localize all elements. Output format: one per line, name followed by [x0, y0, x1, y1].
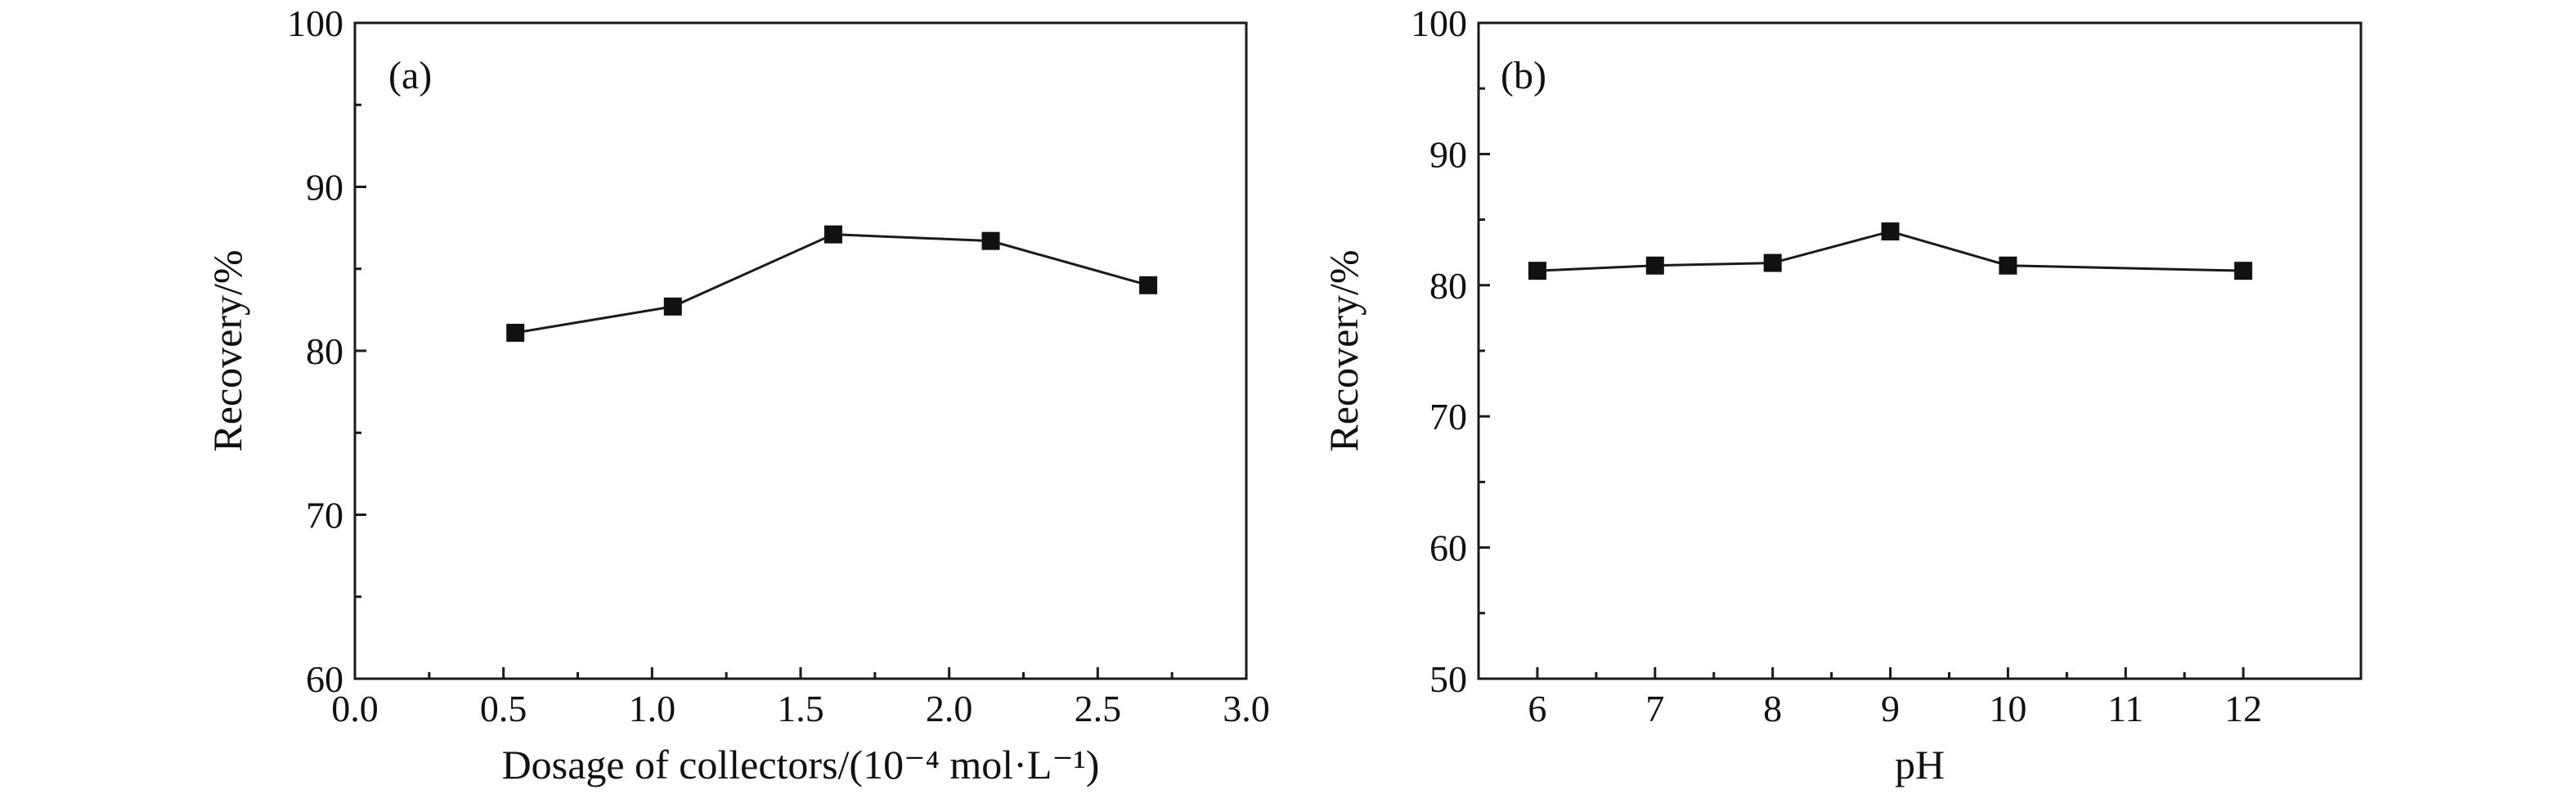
x-tick-label-b: 12: [2224, 688, 2262, 729]
chart-panel-a: 0.0 0.5 1.0 1.5 2.0 2.5 3.0 60 70 80 90 100 (a) Dosag…: [204, 2, 1270, 787]
y-axis-title-a: Recovery/%: [204, 249, 250, 451]
x-axis-title-b: pH: [1895, 742, 1945, 787]
y-tick-label-a: 70: [306, 495, 343, 536]
panel-label-b: (b): [1501, 54, 1546, 97]
x-tick-label-b: 9: [1881, 688, 1900, 729]
y-tick-label-b: 100: [1411, 2, 1467, 44]
data-point-b: [1763, 253, 1782, 272]
y-tick-label-b: 90: [1429, 133, 1467, 175]
x-tick-label-a: 0.0: [331, 688, 379, 729]
x-tick-label-b: 7: [1645, 688, 1664, 729]
x-tick-label-b: 10: [1989, 688, 2026, 729]
data-point-b: [1999, 256, 2017, 275]
x-tick-label-a: 0.5: [480, 688, 527, 729]
data-point-a: [1139, 276, 1158, 294]
x-tick-label-a: 2.5: [1075, 688, 1122, 729]
y-tick-label-b: 70: [1429, 396, 1467, 437]
data-point-a: [663, 297, 682, 316]
x-tick-label-b: 11: [2107, 688, 2143, 729]
x-tick-label-b: 8: [1763, 688, 1782, 729]
y-tick-label-b: 60: [1429, 527, 1467, 569]
y-tick-label-b: 50: [1429, 658, 1467, 700]
y-tick-label-a: 60: [306, 658, 343, 700]
y-tick-label-a: 90: [306, 167, 343, 209]
data-point-b: [2234, 262, 2253, 280]
data-point-a: [981, 231, 1000, 250]
x-tick-label-a: 3.0: [1223, 688, 1270, 729]
data-point-b: [1528, 262, 1546, 280]
chart-panel-b: 6 7 8 9 10 11 12 50 60 70 80 90 100 (b) pH Recovery/%: [1321, 2, 2363, 787]
data-point-b: [1645, 256, 1664, 275]
data-point-a: [506, 323, 525, 342]
y-axis-title-b: Recovery/%: [1321, 249, 1367, 451]
x-tick-label-a: 2.0: [926, 688, 973, 729]
panel-label-a: (a): [388, 54, 432, 97]
series-line-b: [1537, 230, 2244, 272]
y-tick-label-b: 80: [1429, 265, 1467, 307]
data-point-a: [824, 225, 842, 244]
x-tick-label-a: 1.0: [629, 688, 676, 729]
plot-frame-b: [1477, 21, 2363, 680]
data-point-b: [1881, 222, 1900, 241]
x-axis-title-a: Dosage of collectors/(10⁻⁴ mol·L⁻¹): [502, 742, 1100, 787]
y-tick-label-a: 80: [306, 330, 343, 372]
x-tick-label-a: 1.5: [777, 688, 824, 729]
y-tick-label-a: 100: [287, 2, 343, 44]
x-tick-label-b: 6: [1528, 688, 1546, 729]
plot-frame-a: [353, 21, 1248, 680]
series-line-a: [514, 233, 1149, 334]
